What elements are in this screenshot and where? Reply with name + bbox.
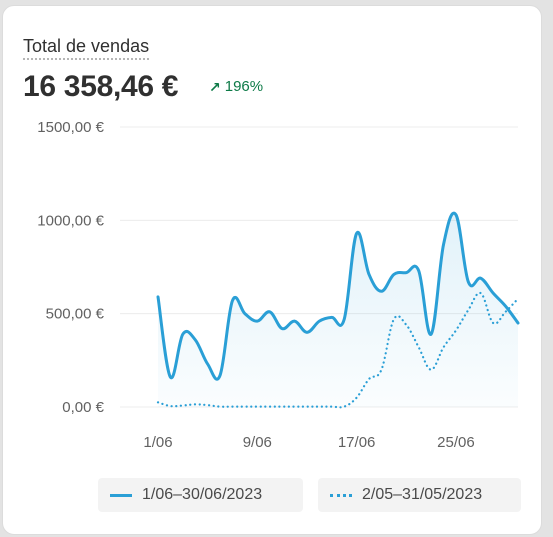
trend-percent: 196% — [224, 78, 264, 95]
solid-line-swatch — [110, 493, 132, 497]
total-sales-value: 16 358,46 € — [23, 70, 179, 103]
chart-series — [156, 211, 520, 409]
series-line-current[interactable] — [156, 211, 520, 381]
y-tick-label: 500,00 € — [46, 306, 105, 323]
card-title[interactable]: Total de vendas — [23, 36, 150, 60]
legend-label-previous: 2/05–31/05/2023 — [362, 486, 483, 503]
arrow-up-right-icon: ↗ — [209, 79, 221, 95]
legend-item-previous[interactable]: 2/05–31/05/2023 — [318, 478, 521, 512]
x-tick-label: 1/06 — [143, 434, 172, 451]
y-tick-label: 0,00 € — [62, 399, 104, 416]
x-axis: 1/06 9/06 17/06 25/06 — [143, 434, 474, 451]
x-tick-label: 9/06 — [243, 434, 272, 451]
trend-badge: ↗ 196% — [209, 78, 263, 96]
dotted-line-swatch — [330, 493, 352, 497]
series-area-current — [158, 213, 518, 407]
x-tick-label: 17/06 — [338, 434, 376, 451]
legend-item-current[interactable]: 1/06–30/06/2023 — [98, 478, 303, 512]
y-axis: 0,00 € 500,00 € 1000,00 € 1500,00 € — [37, 119, 104, 416]
x-tick-label: 25/06 — [437, 434, 475, 451]
y-tick-label: 1500,00 € — [37, 119, 104, 136]
legend-label-current: 1/06–30/06/2023 — [142, 486, 263, 503]
y-tick-label: 1000,00 € — [37, 212, 104, 229]
